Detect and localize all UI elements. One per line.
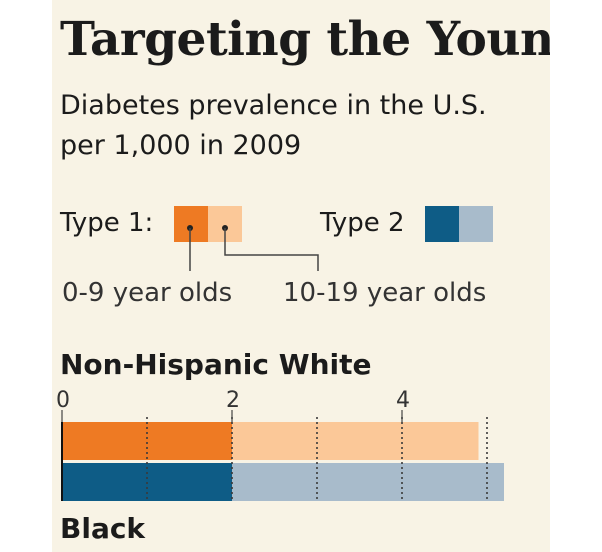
legend-connectors — [187, 225, 319, 271]
x-tick-label-0: 0 — [56, 388, 70, 413]
chart-subtitle-line1: Diabetes prevalence in the U.S. — [60, 90, 487, 121]
chart-subtitle-line2: per 1,000 in 2009 — [60, 130, 302, 161]
legend-age-teen-label: 10-19 year olds — [283, 278, 487, 308]
legend-type1-label: Type 1: — [60, 208, 154, 238]
bar-chart: 0 2 4 — [56, 388, 504, 501]
x-tick-label-2: 2 — [226, 388, 240, 413]
group-label-white: Non-Hispanic White — [60, 348, 372, 381]
x-tick-label-4: 4 — [396, 388, 410, 413]
group-label-black: Black — [60, 512, 146, 545]
legend-type2-label: Type 2 — [320, 208, 405, 238]
legend-age-young-label: 0-9 year olds — [62, 278, 233, 308]
legend-type1-young-swatch — [174, 206, 208, 242]
chart-title: Targeting the Youn — [60, 12, 550, 67]
legend-type2-teen-swatch — [459, 206, 493, 242]
legend-type2-young-swatch — [425, 206, 459, 242]
infographic-panel: Targeting the Youn Diabetes prevalence i… — [52, 0, 550, 552]
